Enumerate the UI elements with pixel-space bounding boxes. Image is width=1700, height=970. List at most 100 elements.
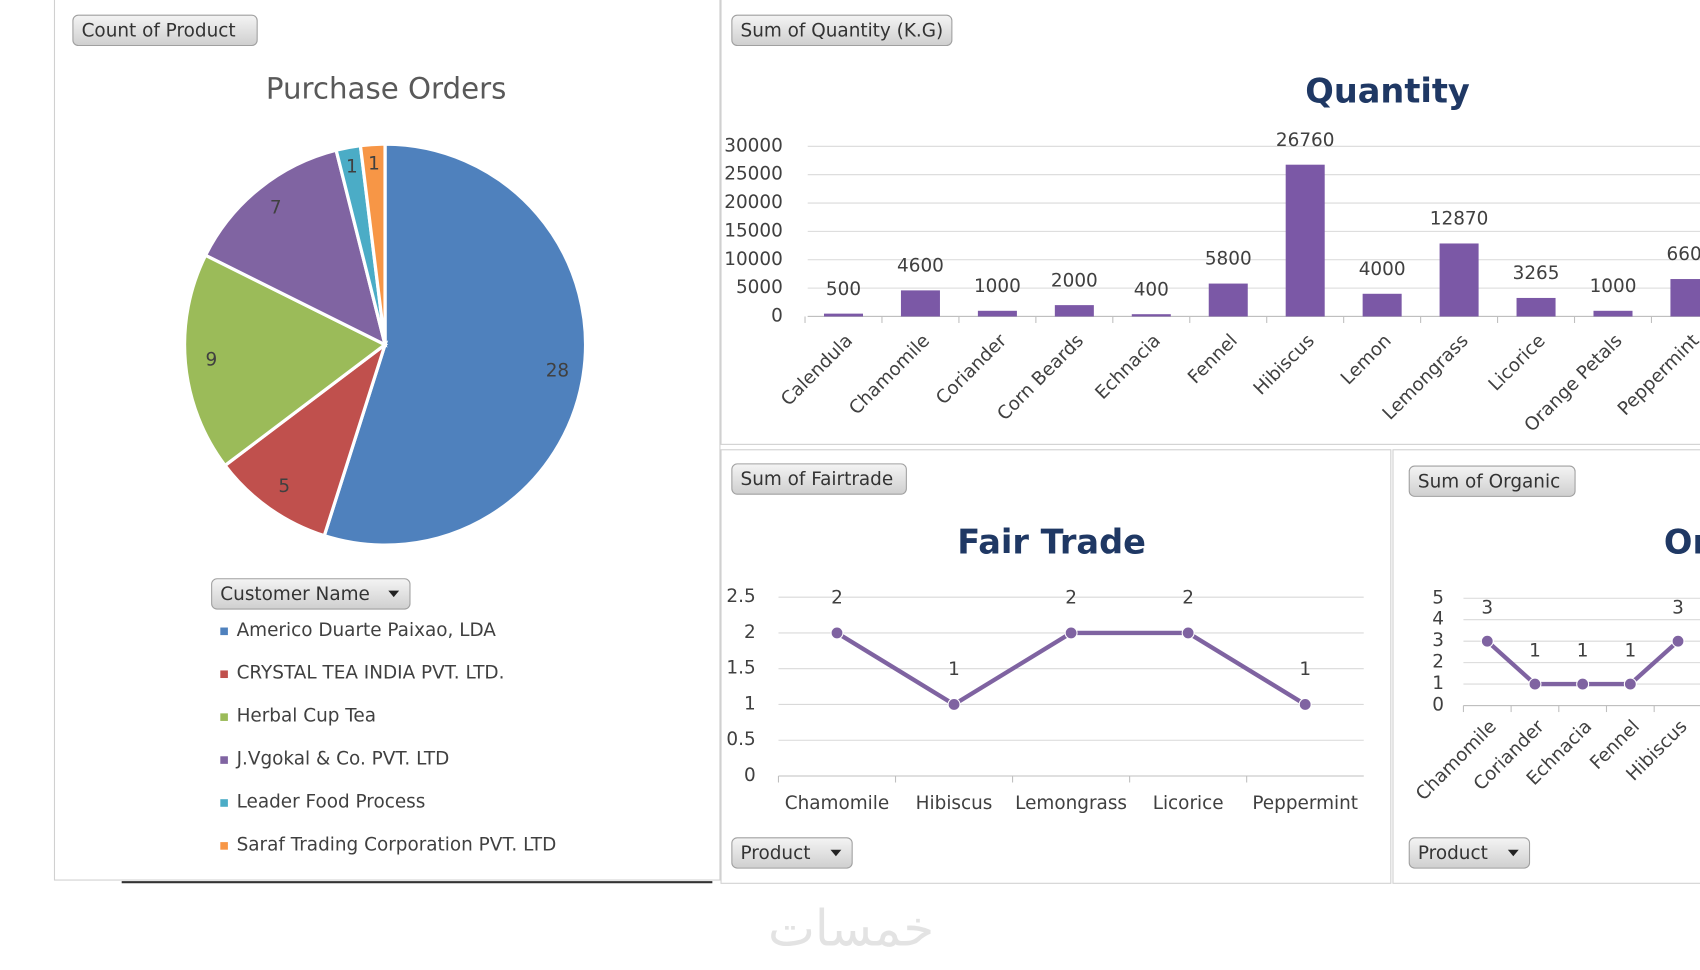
data-label: 5800 [1205, 249, 1252, 270]
dropdown-arrow [388, 590, 400, 598]
x-tick-label: Chamomile [785, 793, 889, 814]
data-label: 4000 [1359, 259, 1406, 280]
marker [947, 697, 961, 711]
bar [823, 313, 864, 317]
data-label: 1000 [1590, 276, 1637, 297]
marker [1298, 697, 1312, 711]
data-label: 3 [1481, 598, 1493, 619]
bar [1208, 283, 1248, 317]
data-label: 26760 [1276, 130, 1335, 151]
legend-swatch [220, 713, 228, 721]
marker [1181, 626, 1195, 640]
bar [1362, 293, 1402, 317]
data-label: 2 [1065, 587, 1077, 608]
button-label: Customer Name [220, 584, 370, 605]
y-tick-label: 0 [744, 765, 756, 786]
marker [1623, 677, 1637, 691]
data-label: 3 [1672, 598, 1684, 619]
bar [1593, 310, 1633, 317]
marker [1064, 626, 1078, 640]
y-tick-label: 2 [1432, 652, 1444, 673]
pie-slice [203, 148, 388, 348]
field-button[interactable]: Sum of Fairtrade [731, 463, 907, 495]
data-label: 28 [546, 360, 569, 381]
button-label: Product [1418, 843, 1488, 864]
y-tick-label: 1.5 [726, 658, 755, 679]
data-label: 1 [1529, 641, 1541, 662]
y-tick-label: 2.5 [726, 586, 755, 607]
button-label: Sum of Organic [1418, 471, 1560, 492]
bar [1285, 164, 1325, 317]
data-label: 1 [948, 659, 960, 680]
button-face [211, 578, 411, 610]
bar [1516, 297, 1556, 317]
field-button[interactable]: Product [1408, 837, 1531, 869]
bar [1131, 314, 1171, 317]
legend-label: Leader Food Process [237, 791, 426, 812]
pie-slice [222, 340, 389, 538]
watermark: خمسات [768, 900, 934, 958]
field-button[interactable]: Sum of Organic [1408, 465, 1576, 497]
field-button[interactable]: Product [731, 837, 853, 869]
data-label: 4600 [897, 256, 944, 277]
marker [1576, 677, 1590, 691]
legend-label: Americo Duarte Paixao, LDA [237, 620, 497, 641]
field-button[interactable]: Sum of Quantity (K.G) [731, 14, 953, 47]
y-tick-label: 2 [744, 622, 756, 643]
bar [977, 310, 1017, 317]
legend-swatch [220, 799, 228, 807]
legend-label: J.Vgokal & Co. PVT. LTD [236, 749, 450, 770]
legend-swatch [220, 756, 228, 764]
button-face [731, 837, 853, 869]
field-button[interactable]: Count of Product [72, 14, 258, 47]
bar [900, 290, 940, 317]
button-face [1408, 465, 1576, 497]
x-tick-label: Licorice [1153, 793, 1224, 814]
x-tick-label: Hibiscus [916, 793, 993, 814]
legend-swatch [220, 842, 228, 850]
data-label: 2 [831, 587, 843, 608]
y-tick-label: 3 [1432, 630, 1444, 651]
data-label: 1 [1299, 659, 1311, 680]
button-label: Sum of Quantity (K.G) [741, 20, 944, 41]
y-tick-label: 1 [1432, 673, 1444, 694]
marker [830, 626, 844, 640]
pie-slice [358, 142, 387, 345]
data-label: 2000 [1051, 270, 1098, 291]
x-tick-label: Peppermint [1252, 793, 1358, 814]
bar [1670, 279, 1700, 317]
y-tick-label: 5000 [736, 277, 783, 298]
y-tick-label: 20000 [724, 192, 783, 213]
data-label: 1 [1577, 641, 1589, 662]
pie-panel [53, 0, 721, 881]
data-label: 1 [346, 156, 358, 177]
data-label: 5 [278, 476, 290, 497]
organic-panel [1392, 449, 1700, 884]
button-label: Count of Product [82, 20, 236, 41]
data-label: 6600 [1667, 244, 1700, 265]
y-tick-label: 1 [744, 693, 756, 714]
legend-swatch [220, 670, 228, 679]
chart-title: Quantity [1305, 72, 1470, 111]
data-label: 400 [1134, 279, 1169, 300]
data-label: 1 [1624, 641, 1636, 662]
bar [1439, 243, 1479, 317]
field-button[interactable]: Customer Name [211, 578, 411, 610]
button-label: Sum of Fairtrade [741, 469, 894, 490]
legend-label: CRYSTAL TEA INDIA PVT. LTD. [237, 663, 505, 684]
dropdown-arrow [1507, 849, 1519, 857]
button-label: Product [741, 843, 811, 864]
data-label: 1000 [974, 276, 1021, 297]
data-label: 500 [826, 279, 861, 300]
y-tick-label: 15000 [724, 220, 783, 241]
legend-swatch [220, 627, 228, 636]
button-face [731, 14, 953, 47]
y-tick-label: 30000 [724, 135, 783, 156]
legend-label: Herbal Cup Tea [237, 706, 376, 727]
pie-slice [322, 142, 588, 547]
x-tick-label: Lemongrass [1015, 793, 1127, 814]
data-label: 2 [1182, 587, 1194, 608]
data-label: 9 [205, 350, 217, 371]
chart-title: Fair Trade [957, 523, 1146, 562]
